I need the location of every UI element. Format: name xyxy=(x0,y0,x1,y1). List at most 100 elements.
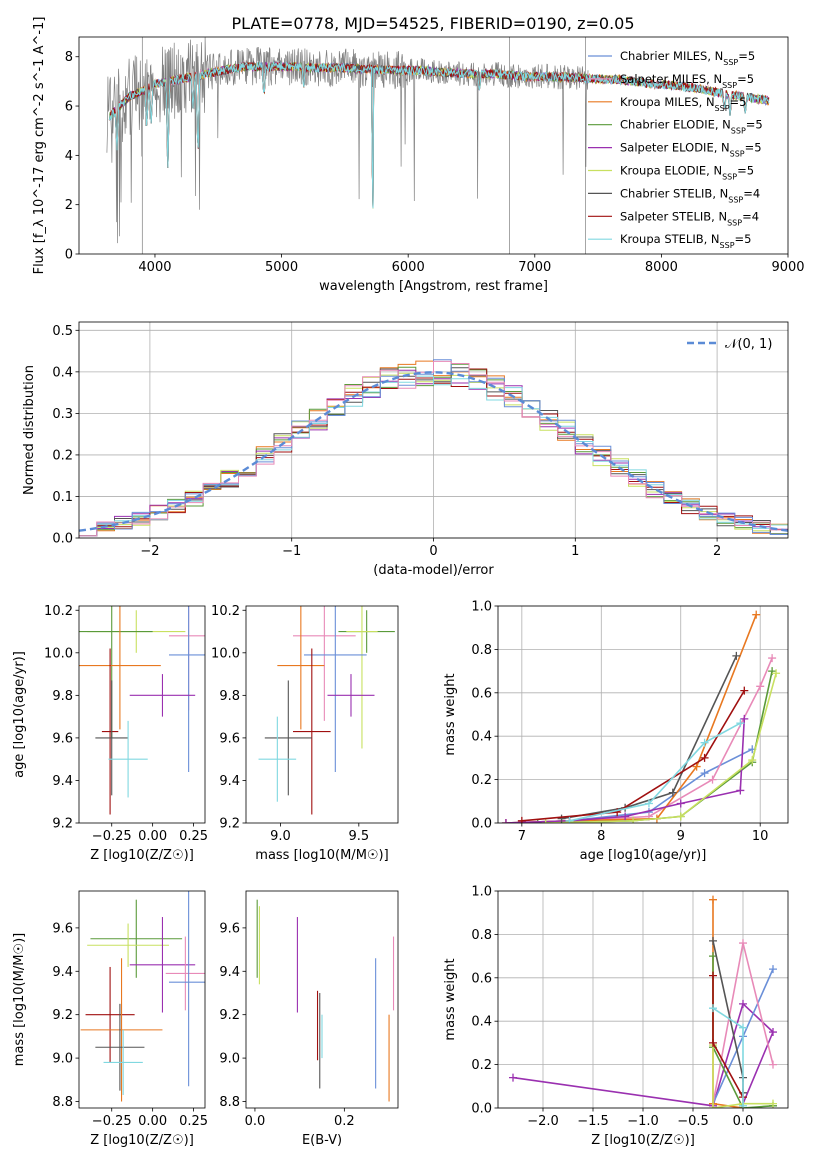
legend-label: Chabrier ELODIE, NSSP=5 xyxy=(620,118,763,136)
x-tick-label: 5000 xyxy=(265,260,298,275)
weight-point-marker xyxy=(740,714,749,723)
axes-frame xyxy=(78,890,206,1109)
weight-series-line xyxy=(505,748,753,823)
x-tick-label: 0 xyxy=(429,544,437,559)
x-tick-label: 9000 xyxy=(771,260,804,275)
weight-point-marker xyxy=(629,816,638,823)
errorbar-point xyxy=(79,606,161,730)
errorbar-point xyxy=(346,606,378,749)
y-tick-label: 0 xyxy=(65,248,73,263)
y-tick-label: 0.2 xyxy=(471,1058,492,1073)
weight-point-marker xyxy=(709,1038,717,1047)
y-tick-label: 10.0 xyxy=(44,646,73,661)
y-tick-label: 9.4 xyxy=(219,965,240,980)
weight-point-marker xyxy=(644,799,653,808)
axes-weight_vs_age: 7 8 9 10 0.0 0.2 0.4 0.6 0.8 1.0 age [log10(age/yr… xyxy=(443,600,789,863)
errorbar-point xyxy=(129,917,196,1013)
x-tick-label: 8 xyxy=(597,829,605,844)
y-tick-label: 9.4 xyxy=(219,774,240,789)
y-tick-label: 9.6 xyxy=(219,921,240,936)
errorbar-point xyxy=(258,716,297,802)
weight-point-marker xyxy=(541,819,550,823)
weight-series-line xyxy=(521,690,745,822)
weight-point-marker xyxy=(708,775,717,784)
errorbar-point xyxy=(101,648,119,815)
x-tick-label: 6000 xyxy=(392,260,425,275)
x-tick-label: 4000 xyxy=(138,260,171,275)
weight-point-marker xyxy=(769,1028,777,1037)
x-axis-label: wavelength [Angstrom, rest frame] xyxy=(319,279,548,294)
weight-point-marker xyxy=(736,786,745,795)
weight-point-marker xyxy=(756,682,765,691)
x-tick-label: 0.2 xyxy=(334,1114,355,1129)
axes-spectrum: 4000 5000 6000 7000 8000 9000 0 2 4 6 8 wavelength … xyxy=(32,17,805,294)
y-tick-label: 8.8 xyxy=(52,1095,73,1110)
y-tick-label: 1.0 xyxy=(471,600,492,615)
weight-series-line xyxy=(712,1045,773,1108)
x-tick-label: 2 xyxy=(713,544,721,559)
errorbar-point xyxy=(169,606,205,772)
normal-curve xyxy=(79,371,788,532)
errorbar-point xyxy=(277,606,325,730)
weight-point-marker xyxy=(739,939,747,948)
x-tick-label: 9.0 xyxy=(270,829,291,844)
x-axis-label: Z [log10(Z/Z☉)] xyxy=(90,1133,194,1148)
axes-frame xyxy=(245,605,399,824)
y-tick-label: 0.2 xyxy=(471,773,492,788)
legend-label: Salpeter ELODIE, NSSP=5 xyxy=(620,141,762,159)
axes-frame xyxy=(78,36,789,255)
y-tick-label: 9.6 xyxy=(52,921,73,936)
x-axis-label: Z [log10(Z/Z☉)] xyxy=(90,848,194,863)
errorbar-point xyxy=(169,891,205,1087)
y-tick-label: 9.8 xyxy=(52,689,73,704)
errorbar-point xyxy=(129,674,196,717)
weight-point-marker xyxy=(517,816,526,823)
weight-series-line xyxy=(505,614,757,823)
y-tick-label: 0.4 xyxy=(52,365,73,380)
y-tick-label: 9.6 xyxy=(52,731,73,746)
errorbar-point xyxy=(293,606,356,721)
y-tick-label: 9.6 xyxy=(219,731,240,746)
x-tick-label: 9.5 xyxy=(348,829,369,844)
weight-point-marker xyxy=(709,895,717,904)
weight-point-marker xyxy=(676,812,685,821)
weight-series-line xyxy=(569,722,741,822)
x-tick-label: 8000 xyxy=(645,260,678,275)
y-tick-label: 0.0 xyxy=(471,1102,492,1117)
errorbar-point xyxy=(90,899,183,978)
weight-point-marker xyxy=(533,819,542,823)
weight-point-marker xyxy=(709,1004,717,1013)
x-axis-label: (data-model)/error xyxy=(373,563,494,578)
x-tick-label: 0.0 xyxy=(245,1114,266,1129)
axes-mass_vs_Z: −0.25 0.00 0.25 8.8 9.0 9.2 9.4 9.6 Z [log10(Z/Z… xyxy=(12,890,208,1148)
y-tick-label: 0.6 xyxy=(471,971,492,986)
weight-point-marker xyxy=(692,762,701,771)
x-axis-label: age [log10(age/yr)] xyxy=(580,848,707,863)
spectrum-data-line xyxy=(106,37,589,254)
weight-point-marker xyxy=(509,1073,517,1082)
weight-point-marker xyxy=(700,753,709,762)
weight-point-marker xyxy=(709,1104,717,1108)
x-tick-label: 10 xyxy=(752,829,769,844)
y-tick-label: 9.2 xyxy=(52,1008,73,1023)
errorbar-point xyxy=(95,1003,145,1091)
x-tick-label: 9 xyxy=(677,829,685,844)
weight-point-marker xyxy=(676,799,685,808)
y-tick-label: 9.4 xyxy=(52,965,73,980)
weight-point-marker xyxy=(621,812,630,821)
y-tick-label: 0.4 xyxy=(471,730,492,745)
weight-point-marker xyxy=(700,769,709,778)
y-tick-label: 0.0 xyxy=(52,532,73,547)
weight-series-line xyxy=(537,670,773,823)
y-tick-label: 9.4 xyxy=(52,774,73,789)
y-tick-label: 4 xyxy=(65,149,73,164)
x-tick-label: −0.25 xyxy=(92,1114,132,1129)
y-tick-label: 9.2 xyxy=(219,817,240,832)
x-tick-label: 0.00 xyxy=(138,1114,167,1129)
x-tick-label: −1.5 xyxy=(577,1114,609,1129)
y-tick-label: 9.0 xyxy=(52,1052,73,1067)
x-tick-label: −2 xyxy=(140,544,159,559)
axes-weight_vs_Z: −2.0 −1.5 −1.0 −0.5 0.0 0.0 0.2 0.4 0.6 0.8 1.0 Z [… xyxy=(443,885,789,1148)
x-tick-label: −2.0 xyxy=(527,1114,559,1129)
weight-point-marker xyxy=(768,654,777,663)
